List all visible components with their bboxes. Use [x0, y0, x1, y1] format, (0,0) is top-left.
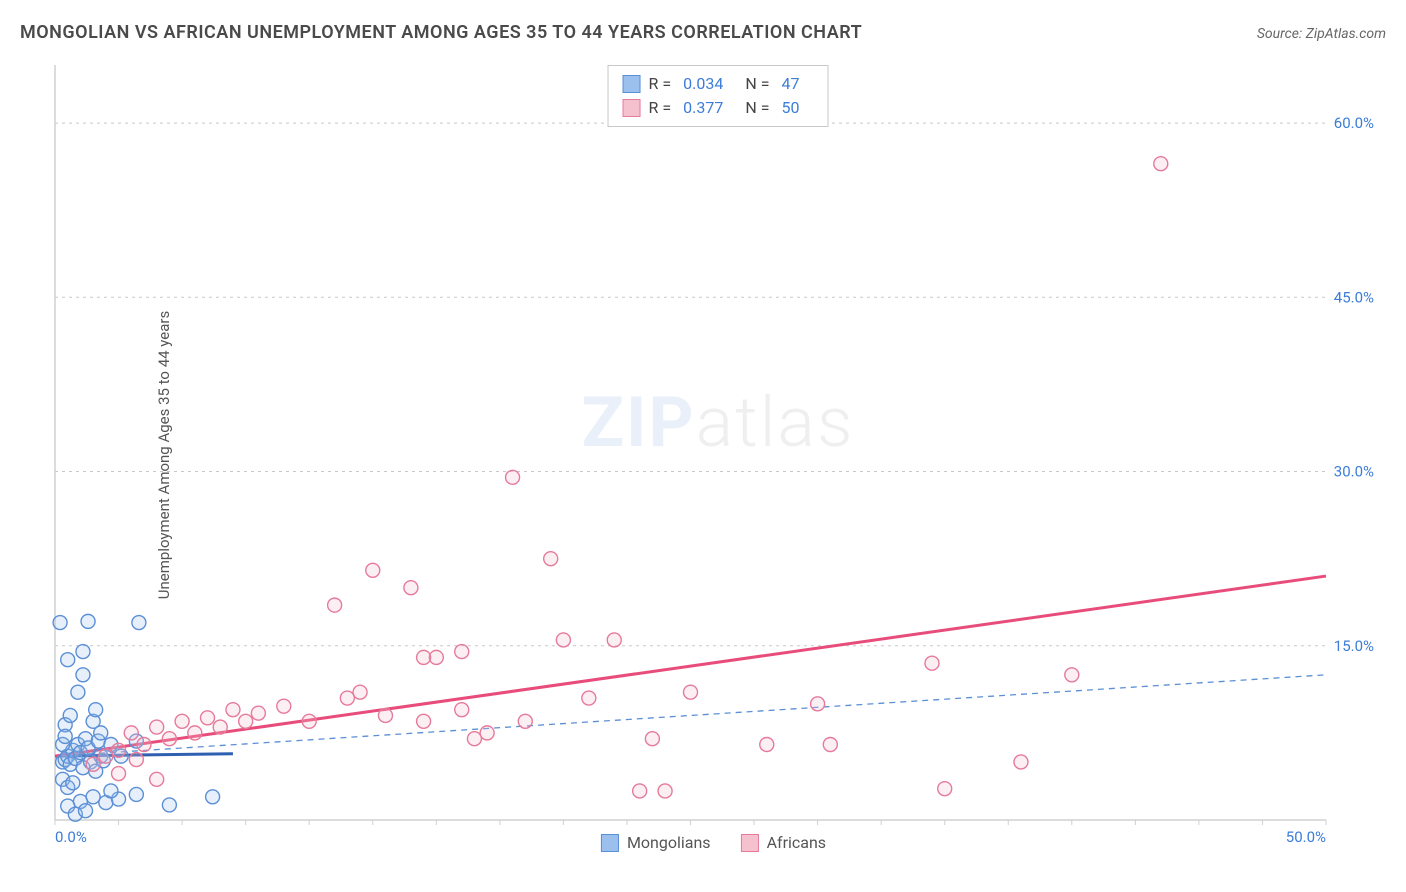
chart-title: MONGOLIAN VS AFRICAN UNEMPLOYMENT AMONG …	[20, 22, 862, 43]
legend-label-1: Africans	[767, 833, 826, 852]
stats-n-val-0: 47	[781, 72, 799, 96]
stats-r-val-1: 0.377	[683, 96, 723, 120]
source-name: ZipAtlas.com	[1306, 26, 1386, 42]
stats-r-val-0: 0.034	[683, 72, 723, 96]
stats-n-val-1: 50	[781, 96, 799, 120]
legend-swatch-africans	[741, 834, 759, 852]
stats-row-1: R = 0.377 N = 50	[623, 96, 814, 120]
chart-area: Unemployment Among Ages 35 to 44 years 0…	[50, 60, 1386, 850]
svg-text:15.0%: 15.0%	[1334, 637, 1374, 655]
stats-swatch-mongolians	[623, 75, 641, 93]
legend: Mongolians Africans	[601, 833, 826, 852]
svg-text:45.0%: 45.0%	[1334, 288, 1374, 306]
legend-item-mongolians: Mongolians	[601, 833, 711, 852]
stats-n-label: N =	[745, 96, 769, 120]
source-prefix: Source:	[1257, 26, 1302, 42]
stats-swatch-africans	[623, 99, 641, 117]
legend-swatch-mongolians	[601, 834, 619, 852]
svg-text:50.0%: 50.0%	[1286, 828, 1326, 846]
source-label: Source: ZipAtlas.com	[1257, 26, 1386, 42]
svg-text:0.0%: 0.0%	[55, 828, 87, 846]
stats-r-label: R =	[649, 72, 672, 96]
stats-n-label: N =	[745, 72, 769, 96]
legend-item-africans: Africans	[741, 833, 826, 852]
scatter-plot: 0.0% 50.0% 15.0% 30.0% 45.0% 60.0%	[50, 60, 1386, 850]
legend-label-0: Mongolians	[627, 833, 711, 852]
stats-box: R = 0.034 N = 47 R = 0.377 N = 50	[608, 65, 829, 127]
svg-text:30.0%: 30.0%	[1334, 463, 1374, 481]
svg-text:60.0%: 60.0%	[1334, 114, 1374, 132]
stats-row-0: R = 0.034 N = 47	[623, 72, 814, 96]
stats-r-label: R =	[649, 96, 672, 120]
